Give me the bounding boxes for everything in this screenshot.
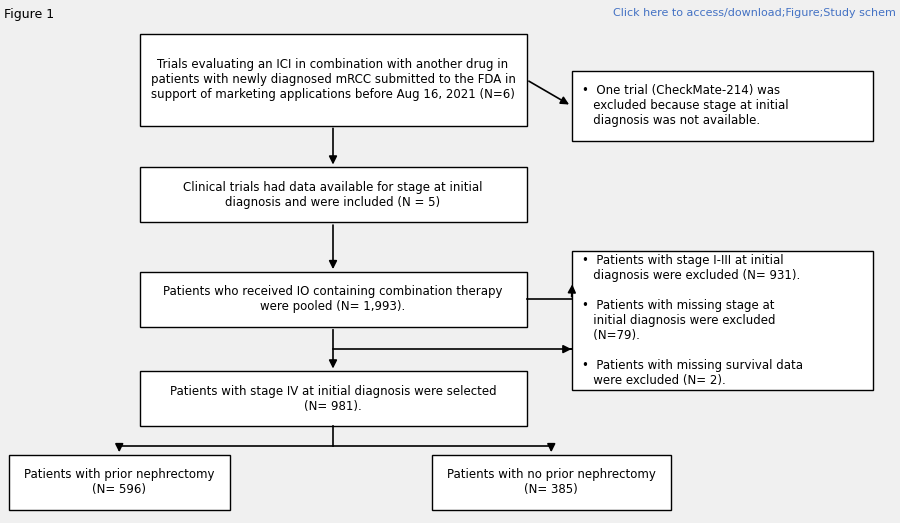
FancyBboxPatch shape xyxy=(572,71,873,141)
FancyBboxPatch shape xyxy=(140,371,526,426)
Text: •  One trial (CheckMate-214) was
   excluded because stage at initial
   diagnos: • One trial (CheckMate-214) was excluded… xyxy=(582,84,789,128)
Text: Patients with no prior nephrectomy
(N= 385): Patients with no prior nephrectomy (N= 3… xyxy=(446,469,656,496)
FancyBboxPatch shape xyxy=(572,251,873,390)
FancyBboxPatch shape xyxy=(140,167,526,222)
Text: Figure 1: Figure 1 xyxy=(4,8,55,21)
FancyBboxPatch shape xyxy=(140,272,526,327)
Text: Click here to access/download;Figure;Study schem: Click here to access/download;Figure;Stu… xyxy=(613,8,896,18)
Text: Clinical trials had data available for stage at initial
diagnosis and were inclu: Clinical trials had data available for s… xyxy=(184,181,482,209)
Text: Trials evaluating an ICI in combination with another drug in
patients with newly: Trials evaluating an ICI in combination … xyxy=(150,58,516,101)
Text: Patients who received IO containing combination therapy
were pooled (N= 1,993).: Patients who received IO containing comb… xyxy=(163,286,503,313)
Text: Patients with prior nephrectomy
(N= 596): Patients with prior nephrectomy (N= 596) xyxy=(24,469,214,496)
FancyBboxPatch shape xyxy=(140,34,526,126)
FancyBboxPatch shape xyxy=(9,455,230,510)
FancyBboxPatch shape xyxy=(432,455,670,510)
Text: Patients with stage IV at initial diagnosis were selected
(N= 981).: Patients with stage IV at initial diagno… xyxy=(170,385,496,413)
Text: •  Patients with stage I-III at initial
   diagnosis were excluded (N= 931).

• : • Patients with stage I-III at initial d… xyxy=(582,254,804,387)
